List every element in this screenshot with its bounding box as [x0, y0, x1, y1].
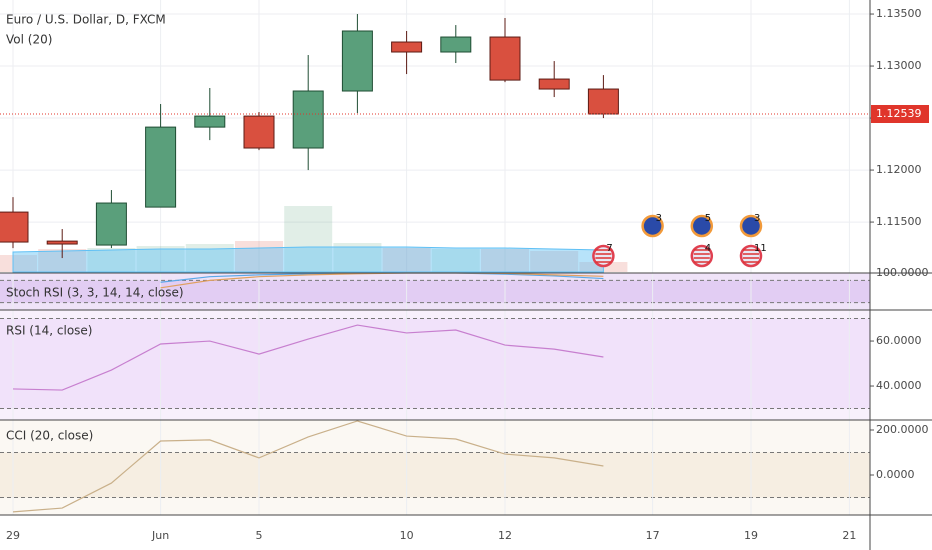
event-icon [739, 244, 763, 268]
event-count: 4 [705, 243, 711, 254]
event-count: 7 [606, 243, 612, 254]
volume-bar [0, 255, 37, 272]
indicator-line [12, 420, 604, 513]
candle-body [440, 36, 472, 53]
event-icon [739, 214, 763, 238]
y-tick-label: 0.0000 [876, 468, 915, 481]
candle-body [194, 115, 226, 128]
chart-title: Euro / U.S. Dollar, D, FXCM [6, 13, 166, 27]
candle-body [145, 126, 177, 208]
volume-bar [530, 251, 579, 272]
volume-bar [284, 206, 333, 272]
volume-legend: Vol (20) [6, 33, 52, 47]
candle-body [243, 115, 275, 149]
x-tick-label: 21 [842, 529, 856, 542]
event-count: 3 [656, 213, 662, 224]
candle-body [538, 78, 570, 90]
pane-title: Stoch RSI (3, 3, 14, 14, close) [6, 286, 184, 300]
event-count: 3 [754, 213, 760, 224]
y-tick-label: 60.0000 [876, 334, 922, 347]
event-icon [641, 214, 664, 238]
x-tick-label: 29 [6, 529, 20, 542]
y-tick-label: 40.0000 [876, 379, 922, 392]
candle-body [0, 211, 29, 243]
last-price-box [871, 105, 929, 124]
y-tick-label: 1.11500 [876, 215, 922, 228]
volume-bar [333, 243, 382, 272]
x-tick-label: 17 [646, 529, 660, 542]
event-icon [592, 244, 615, 268]
volume-bar [38, 249, 87, 272]
x-tick-label: 10 [400, 529, 414, 542]
y-tick-label: 1.13500 [876, 7, 922, 20]
candle-body [46, 240, 78, 245]
y-tick-label: 200.0000 [876, 423, 929, 436]
event-icon [690, 244, 714, 268]
y-tick-label: 1.13000 [876, 59, 922, 72]
indicator-line [12, 324, 604, 391]
volume-bar [235, 241, 283, 272]
x-tick-label: 19 [744, 529, 758, 542]
pane-title: RSI (14, close) [6, 324, 92, 338]
volume-bar [431, 249, 480, 272]
pane-title: CCI (20, close) [6, 429, 93, 443]
candle-body [292, 90, 324, 149]
event-count: 11 [754, 243, 767, 254]
candle-body [95, 202, 127, 246]
x-tick-label: 12 [498, 529, 512, 542]
last-price-label: 1.12539 [876, 107, 922, 120]
event-icon [690, 214, 714, 238]
candle-body [341, 30, 373, 92]
y-tick-label: 1.12000 [876, 163, 922, 176]
volume-bar [481, 249, 529, 272]
volume-bar [136, 246, 185, 272]
band-fill [0, 452, 870, 498]
x-tick-label: 5 [256, 529, 263, 542]
candle-body [587, 88, 619, 115]
candle-body [391, 41, 423, 53]
volume-bar [382, 248, 431, 272]
volume-bar [87, 248, 136, 272]
band-fill [0, 318, 870, 409]
event-count: 5 [705, 213, 711, 224]
candle-body [489, 36, 521, 81]
x-tick-label: Jun [151, 529, 169, 542]
volume-ma [12, 246, 604, 273]
